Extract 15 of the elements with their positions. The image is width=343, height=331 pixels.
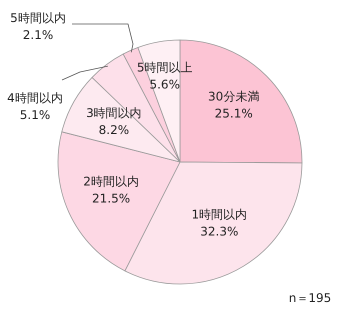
- slice-label: 5時間以内: [10, 11, 66, 25]
- data-label: 5.1%: [20, 108, 50, 122]
- data-label: 8.2%: [98, 123, 130, 138]
- data-label: 32.3%: [200, 224, 238, 239]
- slice-label: 1時間以内: [192, 208, 248, 222]
- data-label: 21.5%: [92, 191, 130, 206]
- text: n＝195: [288, 291, 332, 305]
- data-label: 25.1%: [214, 106, 253, 121]
- slice-label: 2時間以内: [83, 174, 139, 188]
- slice-label: 3時間以内: [86, 106, 142, 120]
- data-label: 2.1%: [22, 28, 54, 42]
- slice-label: 30分未満: [208, 90, 260, 104]
- slice-label: 5時間以上: [136, 60, 193, 75]
- slice-label: 4時間以内: [7, 91, 63, 105]
- data-label: 5.6%: [150, 78, 180, 92]
